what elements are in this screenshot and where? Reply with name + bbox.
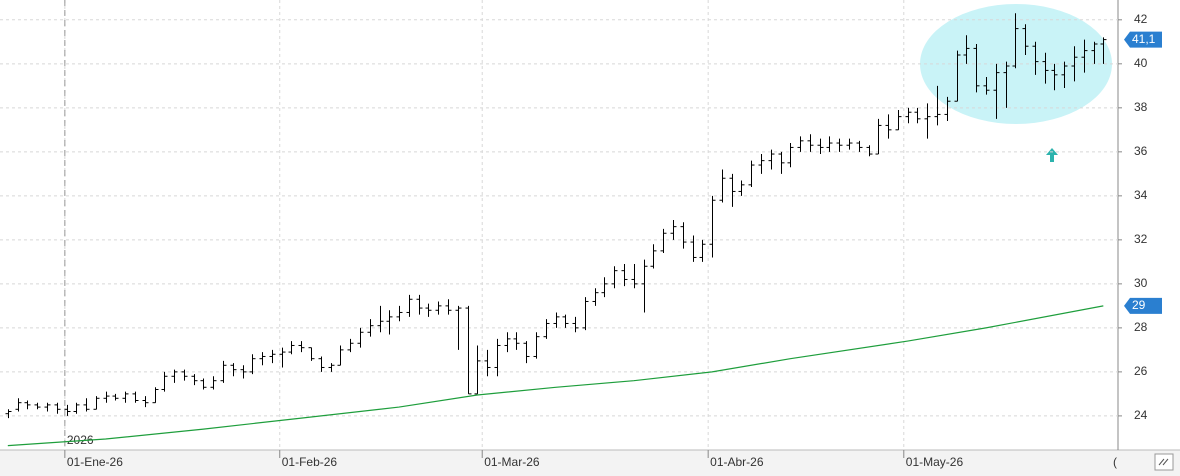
y-tick-label: 34 bbox=[1134, 188, 1148, 202]
x-tick-label: 01-Feb-26 bbox=[282, 455, 338, 469]
y-tick-label: 28 bbox=[1134, 320, 1148, 334]
y-tick-label: 38 bbox=[1134, 100, 1148, 114]
y-tick-label: 24 bbox=[1134, 408, 1148, 422]
y-tick-label: 36 bbox=[1134, 144, 1148, 158]
price-tag bbox=[1124, 297, 1162, 314]
up-arrow bbox=[1046, 148, 1058, 162]
x-tick-label: 01-May-26 bbox=[906, 455, 964, 469]
x-tick-label: 01-Abr-26 bbox=[710, 455, 764, 469]
price-tag bbox=[1124, 31, 1162, 48]
scroll-button[interactable] bbox=[1154, 453, 1174, 471]
y-tick-label: 40 bbox=[1134, 56, 1148, 70]
price-tag-label: 41,1 bbox=[1132, 32, 1156, 46]
y-tick-label: 30 bbox=[1134, 276, 1148, 290]
y-tick-label: 32 bbox=[1134, 232, 1148, 246]
axis-corner-glyph: ( bbox=[1113, 455, 1117, 469]
moving-average-line bbox=[7, 305, 1104, 447]
price-tag-label: 29 bbox=[1132, 298, 1146, 312]
scroll-icon bbox=[1158, 458, 1169, 466]
x-tick-label: 01-Ene-26 bbox=[67, 455, 123, 469]
plot: 24 26 28 30 32 34 36 38 40 42 01-Ene-26 01-Feb-26 01… bbox=[0, 0, 1162, 469]
x-axis-band bbox=[0, 450, 1180, 476]
y-tick-label: 26 bbox=[1134, 364, 1148, 378]
y-tick-label: 42 bbox=[1134, 12, 1148, 26]
x-tick-label: 01-Mar-26 bbox=[484, 455, 540, 469]
